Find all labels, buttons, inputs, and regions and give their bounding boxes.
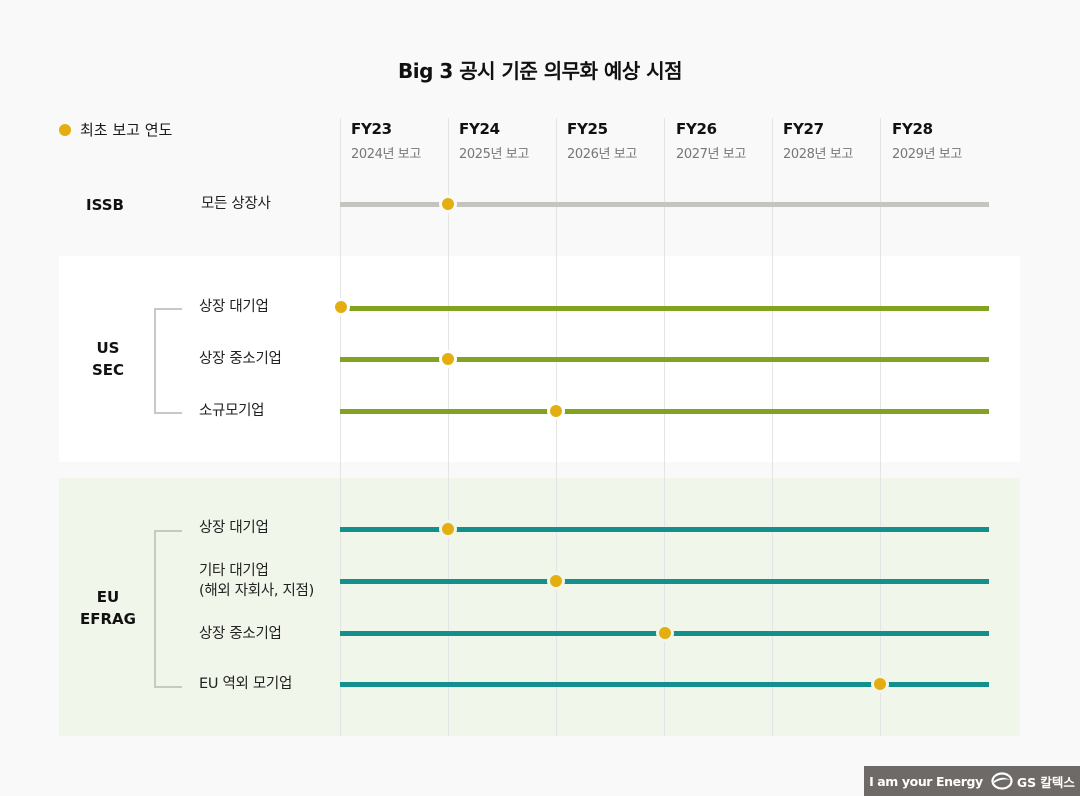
fiscal-year: FY27	[783, 120, 824, 138]
first-report-marker-icon	[439, 520, 457, 538]
row-label-line: 기타 대기업	[199, 563, 269, 579]
report-year: 2027년 보고	[676, 147, 746, 162]
first-report-marker-icon	[871, 675, 889, 693]
timeline-track-eu-other-large	[340, 579, 989, 584]
report-year: 2028년 보고	[783, 147, 853, 162]
group-label-issb: ISSB	[86, 196, 124, 214]
fiscal-year: FY26	[676, 120, 717, 138]
gridline-fy28	[880, 118, 881, 736]
row-label-issb-all-listed: 모든 상장사	[201, 196, 271, 212]
row-label-eu-sme-listed: 상장 중소기업	[199, 626, 282, 642]
row-label-eu-non-eu-parent: EU 역외 모기업	[199, 676, 292, 692]
group-label-eu-efrag: EU EFRAG	[58, 586, 158, 630]
report-year: 2026년 보고	[567, 147, 637, 162]
row-label-us-large-listed: 상장 대기업	[199, 299, 269, 315]
group-label-us-sec: US SEC	[58, 337, 158, 381]
timeline-track-us-small	[340, 409, 989, 414]
first-report-marker-icon	[547, 402, 565, 420]
group-label-line: US	[96, 339, 120, 357]
gridline-fy26	[664, 118, 665, 736]
report-year: 2024년 보고	[351, 147, 421, 162]
column-header-fy28: FY28 2029년 보고	[892, 120, 962, 162]
fiscal-year: FY25	[567, 120, 608, 138]
gridline-fy27	[772, 118, 773, 736]
timeline-track-issb-all-listed	[340, 202, 989, 207]
brand-slogan: I am your Energy	[869, 773, 983, 789]
timeline-track-eu-non-eu-parent	[340, 682, 989, 687]
fiscal-year: FY28	[892, 120, 933, 138]
first-report-marker-icon	[332, 298, 350, 316]
column-header-fy25: FY25 2026년 보고	[567, 120, 637, 162]
report-year: 2025년 보고	[459, 147, 529, 162]
row-label-subtext: (해외 자회사, 지점)	[199, 583, 314, 599]
gs-caltex-logo-icon	[991, 772, 1013, 790]
timeline-track-us-sme-listed	[340, 357, 989, 362]
brand-name: GS 칼텍스	[1016, 774, 1075, 790]
timeline-track-eu-large-listed	[340, 527, 989, 532]
report-year: 2029년 보고	[892, 147, 962, 162]
column-header-fy24: FY24 2025년 보고	[459, 120, 529, 162]
group-label-line: EU	[96, 588, 120, 606]
gridline-fy23	[340, 118, 341, 736]
first-report-marker-icon	[656, 624, 674, 642]
first-report-marker-icon	[547, 572, 565, 590]
first-report-marker-icon	[59, 123, 71, 136]
fiscal-year: FY23	[351, 120, 392, 138]
fiscal-year: FY24	[459, 120, 500, 138]
column-header-fy27: FY27 2028년 보고	[783, 120, 853, 162]
column-header-fy26: FY26 2027년 보고	[676, 120, 746, 162]
row-label-eu-other-large: 기타 대기업 (해외 자회사, 지점)	[199, 561, 314, 601]
chart-title: Big 3 공시 기준 의무화 예상 시점	[397, 59, 683, 83]
group-label-line: EFRAG	[80, 610, 136, 628]
timeline-track-us-large-listed	[340, 306, 989, 311]
row-label-us-sme-listed: 상장 중소기업	[199, 351, 282, 367]
group-label-line: SEC	[91, 361, 125, 379]
us-sec-bracket	[154, 308, 182, 414]
first-report-marker-icon	[439, 350, 457, 368]
first-report-marker-icon	[439, 195, 457, 213]
eu-efrag-panel	[59, 478, 1020, 736]
brand-footer: I am your Energy GS 칼텍스	[864, 766, 1080, 796]
column-header-fy23: FY23 2024년 보고	[351, 120, 421, 162]
gridline-fy24	[448, 118, 449, 736]
legend: 최초 보고 연도	[59, 119, 172, 140]
legend-label: 최초 보고 연도	[80, 121, 173, 139]
row-label-eu-large-listed: 상장 대기업	[199, 520, 269, 536]
eu-efrag-bracket	[154, 530, 182, 688]
brand-logo: GS 칼텍스	[991, 772, 1075, 791]
row-label-us-small: 소규모기업	[199, 403, 265, 419]
gridline-fy25	[556, 118, 557, 736]
